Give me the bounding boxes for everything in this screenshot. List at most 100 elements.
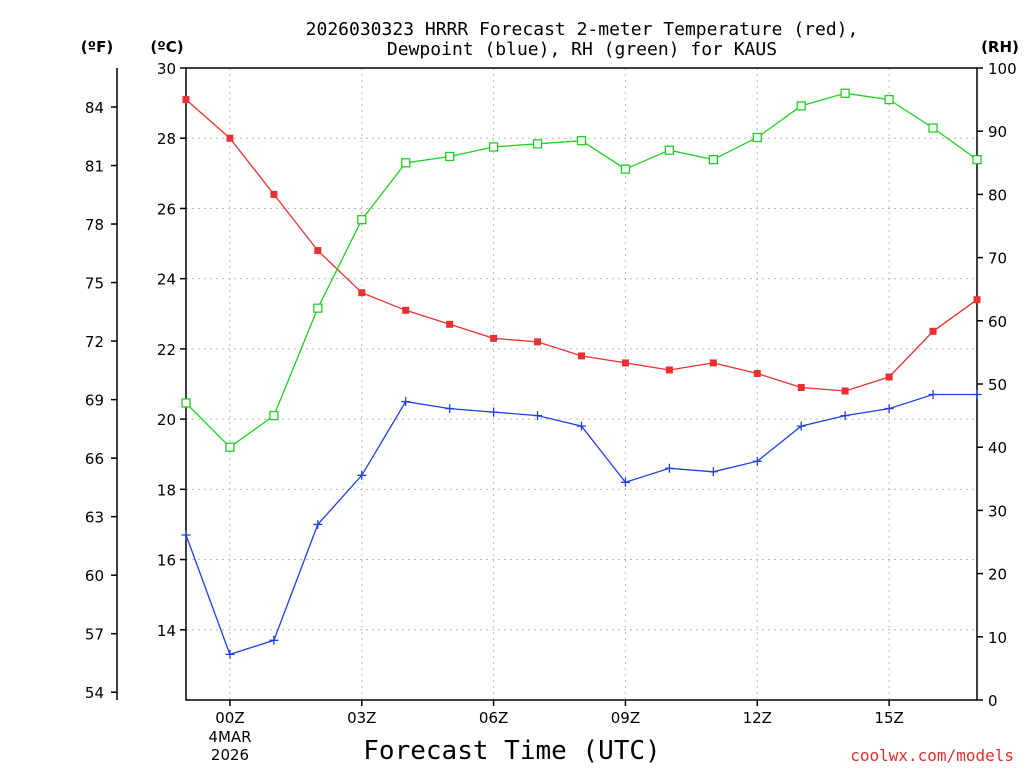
rh-point	[972, 154, 982, 165]
fahrenheit-tick-label: 54	[85, 684, 104, 702]
rh-point	[357, 215, 367, 225]
celsius-tick-label: 24	[157, 271, 176, 289]
temperature-point	[578, 352, 585, 360]
fahrenheit-tick-label: 75	[85, 275, 104, 293]
fahrenheit-tick-label: 69	[85, 392, 104, 410]
rh-point	[664, 145, 675, 155]
rh-point	[225, 442, 235, 452]
celsius-tick-label: 14	[157, 622, 176, 640]
rh-unit-label: (RH)	[981, 38, 1019, 56]
celsius-tick-label: 16	[157, 552, 176, 570]
rh-tick-label: 20	[988, 566, 1007, 584]
fahrenheit-tick-label: 63	[85, 509, 104, 527]
temperature-point	[226, 134, 234, 142]
dewpoint-point	[708, 467, 718, 477]
rh-point	[401, 158, 411, 168]
rh-point	[884, 94, 894, 105]
celsius-tick-label: 18	[157, 481, 176, 499]
temperature-point	[270, 190, 278, 198]
credit-text: coolwx.com/models	[850, 746, 1014, 765]
dewpoint-point	[928, 390, 938, 400]
rh-point	[928, 123, 938, 133]
rh-point	[269, 410, 279, 421]
temperature-point	[885, 373, 893, 381]
fahrenheit-tick-label: 66	[85, 450, 104, 468]
fahrenheit-tick-label: 72	[85, 333, 104, 351]
chart-title: 2026030323 HRRR Forecast 2-meter Tempera…	[306, 19, 859, 40]
rh-point	[576, 136, 587, 146]
dewpoint-point	[401, 397, 411, 407]
fahrenheit-axis: 54 57 60 63 66 69 72 75 78 81 84	[85, 99, 117, 702]
temperature-point	[490, 334, 498, 342]
dewpoint-point	[620, 477, 630, 487]
time-tick-label: 12Z	[743, 709, 772, 727]
dewpoint-point	[269, 635, 279, 645]
rh-point	[313, 303, 323, 313]
dewpoint-point	[796, 421, 806, 431]
rh-tick-label: 50	[988, 376, 1007, 394]
temperature-point	[358, 289, 366, 297]
plot-frame	[185, 67, 978, 701]
rh-point	[532, 139, 543, 149]
dewpoint-point	[972, 390, 982, 400]
chart-subtitle: Dewpoint (blue), RH (green) for KAUS	[387, 39, 777, 60]
temperature-point	[534, 338, 542, 346]
dewpoint-point	[664, 463, 674, 473]
temperature-point	[753, 369, 761, 377]
celsius-unit-label: (ºC)	[150, 38, 183, 56]
dewpoint-point	[313, 519, 323, 529]
rh-point	[708, 154, 718, 165]
dewpoint-point	[884, 404, 894, 414]
celsius-tick-label: 28	[157, 130, 176, 148]
celsius-tick-label: 30	[157, 60, 176, 78]
celsius-tick-label: 22	[157, 341, 176, 359]
date-year: 2026	[211, 746, 249, 764]
temperature-point	[621, 359, 629, 367]
date-month-day: 4MAR	[208, 728, 251, 746]
rh-axis: 0 10 20 30 40 50 60 70 80 90 100	[977, 60, 1017, 710]
fahrenheit-unit-label: (ºF)	[81, 38, 113, 56]
fahrenheit-tick-label: 60	[85, 567, 104, 585]
temperature-point	[709, 359, 717, 367]
rh-tick-label: 70	[988, 250, 1007, 268]
rh-tick-label: 90	[988, 123, 1007, 141]
rh-point	[488, 142, 499, 152]
dewpoint-point	[752, 456, 762, 466]
time-tick-label: 15Z	[874, 709, 903, 727]
time-tick-label: 09Z	[611, 709, 640, 727]
rh-tick-label: 100	[988, 60, 1017, 78]
rh-point	[445, 151, 455, 162]
celsius-tick-label: 20	[157, 411, 176, 429]
temperature-point	[314, 247, 322, 255]
temperature-point	[929, 327, 937, 335]
temperature-point	[841, 387, 849, 395]
temperature-point	[973, 296, 981, 304]
series-layer	[181, 88, 982, 659]
dewpoint-point	[489, 407, 499, 417]
celsius-tick-label: 26	[157, 200, 176, 218]
rh-point	[181, 398, 191, 408]
dewpoint-point	[181, 530, 191, 540]
dewpoint-point	[533, 411, 543, 421]
grid-lines	[186, 68, 977, 700]
rh-point	[620, 164, 631, 174]
rh-line	[185, 92, 978, 449]
temperature-point	[446, 320, 454, 328]
time-tick-label: 00Z	[215, 709, 244, 727]
rh-point	[840, 88, 850, 98]
rh-tick-label: 30	[988, 502, 1007, 520]
dewpoint-line	[185, 393, 977, 656]
dewpoint-point	[577, 421, 586, 431]
rh-tick-label: 40	[988, 439, 1007, 457]
time-tick-label: 03Z	[347, 709, 376, 727]
fahrenheit-tick-label: 84	[85, 99, 104, 117]
temperature-series	[182, 96, 981, 395]
x-axis-label: Forecast Time (UTC)	[363, 736, 660, 766]
celsius-axis: 14 16 18 20 22 24 26 28 30	[157, 60, 186, 640]
dewpoint-point	[445, 404, 455, 414]
dewpoint-point	[840, 411, 850, 421]
temperature-point	[797, 384, 805, 392]
time-axis: 00Z 03Z 06Z 09Z 12Z 15Z	[215, 700, 904, 727]
rh-tick-label: 0	[988, 692, 998, 710]
